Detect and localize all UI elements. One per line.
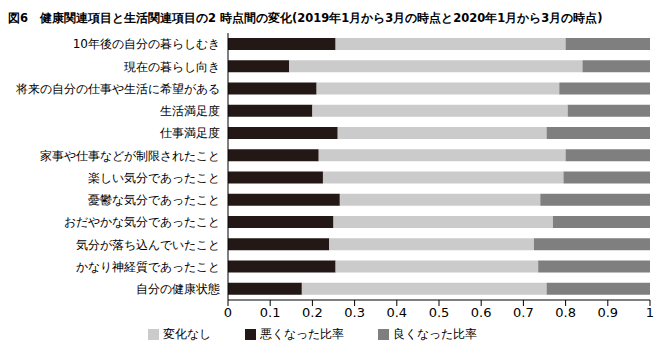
svg-text:現在の暮らし向き: 現在の暮らし向き — [124, 60, 220, 74]
svg-text:0.1: 0.1 — [260, 305, 281, 320]
svg-text:0.7: 0.7 — [513, 305, 534, 320]
svg-text:おだやかな気分であったこと: おだやかな気分であったこと — [64, 215, 220, 229]
svg-text:仕事満足度: 仕事満足度 — [159, 126, 220, 140]
html-text:悪くなった比率: 悪くなった比率 — [259, 327, 344, 341]
html-text:図6 健康関連項目と生活関連項目の2 時点間の変化(2019: 図6 健康関連項目と生活関連項目の2 時点間の変化(2019年1月から3月の時点… — [8, 11, 603, 25]
html-text:変化なし: 変化なし — [162, 327, 211, 341]
svg-text:0.6: 0.6 — [471, 305, 492, 320]
svg-text:楽しい気分であったこと: 楽しい気分であったこと — [88, 171, 220, 185]
svg-text:0.8: 0.8 — [555, 305, 576, 320]
svg-text:0.3: 0.3 — [344, 305, 365, 320]
svg-text:0.9: 0.9 — [597, 305, 618, 320]
svg-text:0.5: 0.5 — [429, 305, 450, 320]
svg-text:0.2: 0.2 — [302, 305, 323, 320]
svg-text:気分が落ち込んでいたこと: 気分が落ち込んでいたこと — [76, 238, 220, 252]
html-text:良くなった比率: 良くなった比率 — [392, 327, 477, 341]
svg-text:10年後の自分の暮らしむき: 10年後の自分の暮らしむき — [73, 37, 220, 51]
svg-text:家事や仕事などが制限されたこと: 家事や仕事などが制限されたこと — [40, 149, 220, 163]
svg-text:生活満足度: 生活満足度 — [160, 104, 220, 118]
svg-text:1: 1 — [646, 305, 654, 320]
svg-text:憂鬱な気分であったこと: 憂鬱な気分であったこと — [88, 193, 220, 207]
svg-text:将来の自分の仕事や生活に希望がある: 将来の自分の仕事や生活に希望がある — [15, 82, 220, 96]
svg-text:0.4: 0.4 — [386, 305, 407, 320]
svg-text:0: 0 — [224, 305, 232, 320]
svg-text:かなり神経質であったこと: かなり神経質であったこと — [76, 260, 220, 274]
svg-text:自分の健康状態: 自分の健康状態 — [136, 282, 220, 296]
